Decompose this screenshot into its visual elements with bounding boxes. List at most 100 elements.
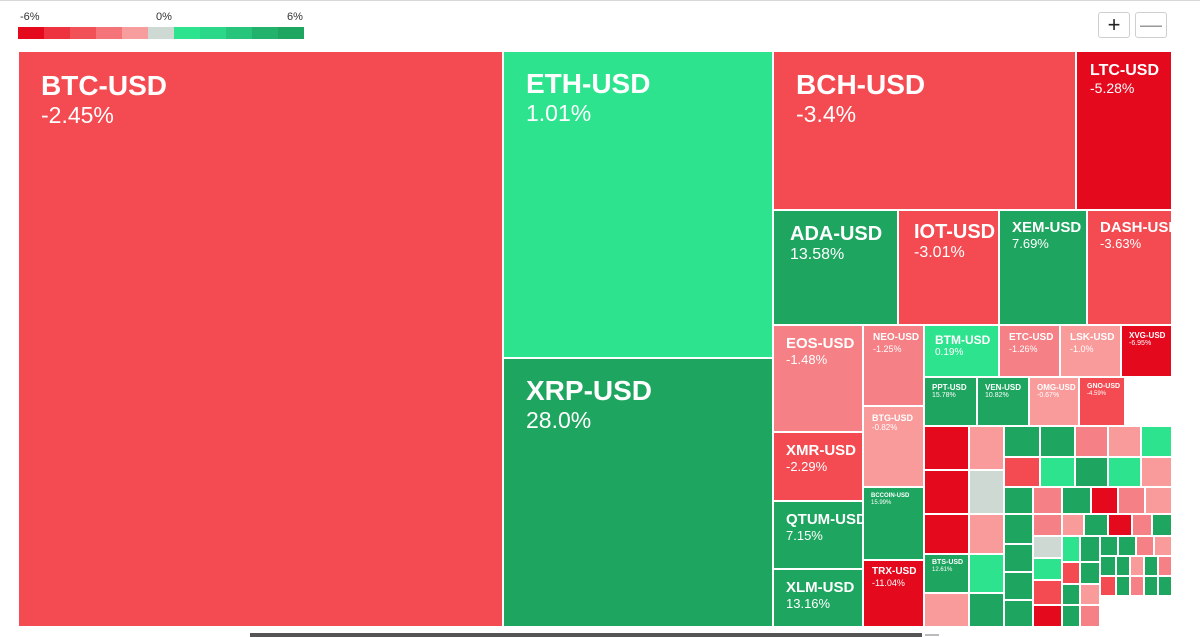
tile-small-cell[interactable]	[1080, 562, 1100, 584]
tile-small-cell[interactable]	[924, 470, 969, 514]
tile-change: 7.69%	[1012, 236, 1049, 251]
tile-small-cell[interactable]	[969, 470, 1004, 514]
tile-name: EOS-USD	[786, 335, 855, 352]
tile-small-cell[interactable]	[1040, 457, 1075, 487]
tile-small-cell[interactable]	[1100, 536, 1118, 556]
tile-small-cell[interactable]	[1062, 584, 1080, 605]
tile-small-cell[interactable]	[1080, 605, 1100, 627]
tile-bch-usd[interactable]: BCH-USD -3.4%	[773, 51, 1076, 210]
tile-small-cell[interactable]	[1084, 514, 1108, 536]
tile-small-cell[interactable]	[1080, 536, 1100, 562]
tile-small-cell[interactable]	[1091, 487, 1118, 514]
tile-small-cell[interactable]	[969, 554, 1004, 593]
tile-change: 1.01%	[526, 100, 592, 126]
tile-small-cell[interactable]	[1136, 536, 1154, 556]
tile-trx-usd[interactable]: TRX-USD -11.04%	[863, 560, 924, 627]
tile-gno-usd[interactable]: GNO-USD -4.59%	[1079, 377, 1125, 426]
tile-eth-usd[interactable]: ETH-USD 1.01%	[503, 51, 773, 358]
tile-btm-usd[interactable]: BTM-USD 0.19%	[924, 325, 999, 377]
tile-ltc-usd[interactable]: LTC-USD -5.28%	[1076, 51, 1172, 210]
tile-bccoin-usd[interactable]: BCCOIN-USD 15.99%	[863, 487, 924, 560]
tile-dash-usd[interactable]: DASH-USD -3.63%	[1087, 210, 1172, 325]
tile-small-cell[interactable]	[969, 514, 1004, 554]
tile-small-cell[interactable]	[1145, 487, 1172, 514]
tile-change: 15.99%	[871, 500, 892, 506]
tile-small-cell[interactable]	[1108, 457, 1141, 487]
tile-small-cell[interactable]	[1132, 514, 1152, 536]
tile-small-cell[interactable]	[1033, 558, 1062, 580]
tile-eos-usd[interactable]: EOS-USD -1.48%	[773, 325, 863, 432]
tile-small-cell[interactable]	[1144, 576, 1158, 596]
tile-xlm-usd[interactable]: XLM-USD 13.16%	[773, 569, 863, 627]
tile-small-cell[interactable]	[1141, 457, 1172, 487]
zoom-out-button[interactable]: —	[1135, 12, 1167, 38]
tile-change: -0.67%	[1037, 392, 1060, 399]
tile-small-cell[interactable]	[1033, 514, 1062, 536]
tile-small-cell[interactable]	[1158, 576, 1172, 596]
tile-omg-usd[interactable]: OMG-USD -0.67%	[1029, 377, 1079, 426]
tile-small-cell[interactable]	[1144, 556, 1158, 576]
tile-small-cell[interactable]	[1152, 514, 1172, 536]
tile-small-cell[interactable]	[1040, 426, 1075, 457]
tile-small-cell[interactable]	[1062, 514, 1084, 536]
tile-small-cell[interactable]	[1130, 576, 1144, 596]
tile-small-cell[interactable]	[1062, 562, 1080, 584]
tile-small-cell[interactable]	[924, 593, 969, 627]
tile-ven-usd[interactable]: VEN-USD 10.82%	[977, 377, 1029, 426]
tile-small-cell[interactable]	[1004, 572, 1033, 600]
tile-small-cell[interactable]	[1141, 426, 1172, 457]
tile-small-cell[interactable]	[1100, 556, 1116, 576]
tile-ppt-usd[interactable]: PPT-USD 15.78%	[924, 377, 977, 426]
tile-xvg-usd[interactable]: XVG-USD -6.95%	[1121, 325, 1172, 377]
tile-small-cell[interactable]	[969, 593, 1004, 627]
tile-lsk-usd[interactable]: LSK-USD -1.0%	[1060, 325, 1121, 377]
tile-ada-usd[interactable]: ADA-USD 13.58%	[773, 210, 898, 325]
tile-small-cell[interactable]	[1118, 536, 1136, 556]
tile-small-cell[interactable]	[1080, 584, 1100, 605]
tile-small-cell[interactable]	[1004, 600, 1033, 627]
tile-small-cell[interactable]	[1004, 487, 1033, 514]
tile-small-cell[interactable]	[1154, 536, 1172, 556]
tile-small-cell[interactable]	[924, 514, 969, 554]
tile-small-cell[interactable]	[1062, 605, 1080, 627]
tile-small-cell[interactable]	[1100, 576, 1116, 596]
legend-swatch-6	[174, 27, 200, 39]
tile-small-cell[interactable]	[1033, 536, 1062, 558]
tile-xrp-usd[interactable]: XRP-USD 28.0%	[503, 358, 773, 627]
tile-small-cell[interactable]	[1158, 556, 1172, 576]
tile-small-cell[interactable]	[1118, 487, 1145, 514]
tile-small-cell[interactable]	[1004, 457, 1040, 487]
tile-qtum-usd[interactable]: QTUM-USD 7.15%	[773, 501, 863, 569]
tile-neo-usd[interactable]: NEO-USD -1.25%	[863, 325, 924, 406]
tile-btg-usd[interactable]: BTG-USD -0.82%	[863, 406, 924, 487]
tile-small-cell[interactable]	[1075, 426, 1108, 457]
tile-change: 28.0%	[526, 407, 592, 433]
tile-xmr-usd[interactable]: XMR-USD -2.29%	[773, 432, 863, 501]
tile-small-cell[interactable]	[1130, 556, 1144, 576]
zoom-in-button[interactable]: +	[1098, 12, 1130, 38]
tile-small-cell[interactable]	[1004, 426, 1040, 457]
tile-etc-usd[interactable]: ETC-USD -1.26%	[999, 325, 1060, 377]
tile-small-cell[interactable]	[1033, 580, 1062, 605]
tile-name: BTS-USD	[932, 559, 964, 566]
tile-small-cell[interactable]	[924, 426, 969, 470]
tile-iot-usd[interactable]: IOT-USD -3.01%	[898, 210, 999, 325]
tile-small-cell[interactable]	[969, 426, 1004, 470]
tile-small-cell[interactable]	[1033, 605, 1062, 627]
tile-small-cell[interactable]	[1075, 457, 1108, 487]
tile-small-cell[interactable]	[1033, 487, 1062, 514]
tile-btc-usd[interactable]: BTC-USD -2.45%	[18, 51, 503, 627]
bottom-indicator	[925, 634, 939, 636]
tile-small-cell[interactable]	[1108, 426, 1141, 457]
tile-bts-usd[interactable]: BTS-USD 12.61%	[924, 554, 969, 593]
tile-name: PPT-USD	[932, 383, 967, 392]
tile-small-cell[interactable]	[1108, 514, 1132, 536]
bottom-scroll-strip	[250, 633, 922, 637]
tile-small-cell[interactable]	[1062, 487, 1091, 514]
tile-small-cell[interactable]	[1004, 514, 1033, 544]
tile-small-cell[interactable]	[1004, 544, 1033, 572]
tile-small-cell[interactable]	[1116, 556, 1130, 576]
tile-small-cell[interactable]	[1116, 576, 1130, 596]
tile-small-cell[interactable]	[1062, 536, 1080, 562]
tile-xem-usd[interactable]: XEM-USD 7.69%	[999, 210, 1087, 325]
